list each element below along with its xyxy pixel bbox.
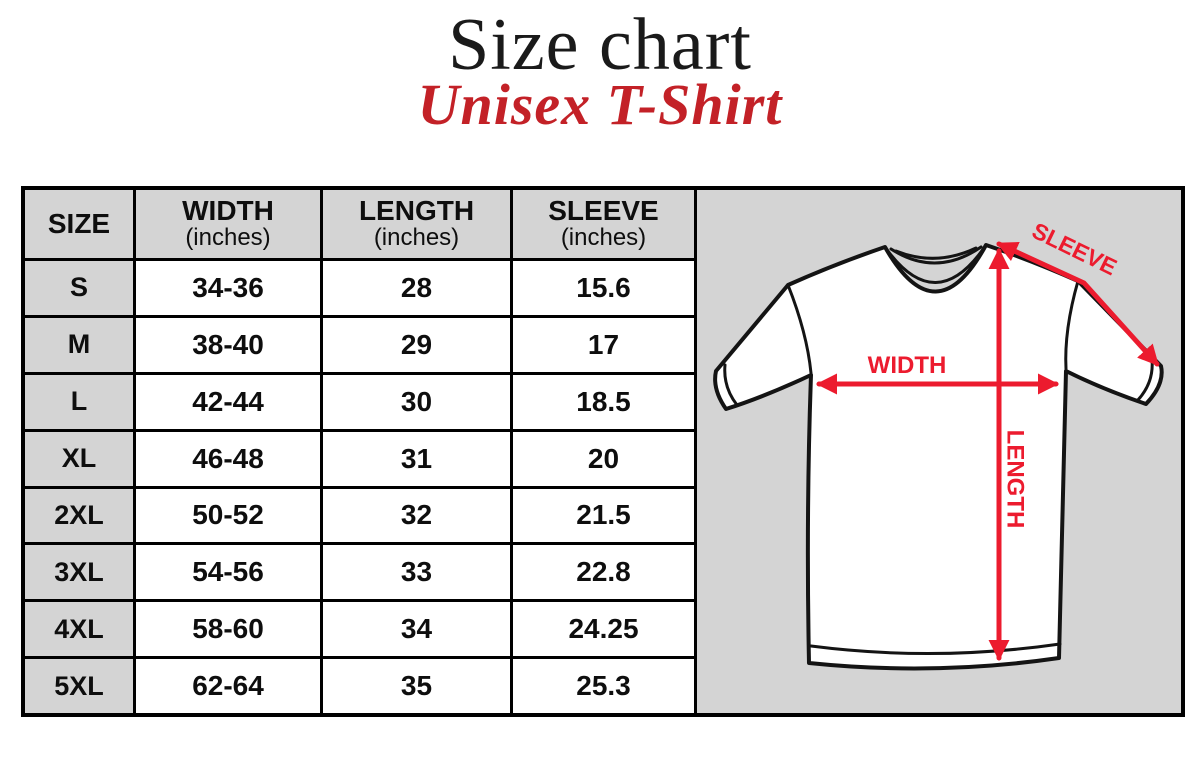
value-l-width: 42-44 (136, 374, 320, 429)
value-3xl-sleeve: 22.8 (513, 545, 694, 600)
value-4xl-length: 34 (323, 602, 510, 657)
page-title: Size chart (448, 4, 752, 86)
value-2xl-length: 32 (323, 488, 510, 543)
column-header-sleeve: SLEEVE (inches) (513, 190, 694, 258)
value-l-sleeve: 18.5 (513, 374, 694, 429)
value-5xl-length: 35 (323, 659, 510, 713)
length-label: LENGTH (1002, 430, 1029, 529)
size-row-label-l: L (25, 374, 133, 429)
value-5xl-sleeve: 25.3 (513, 659, 694, 713)
value-m-length: 29 (323, 317, 510, 372)
value-xl-length: 31 (323, 431, 510, 486)
value-2xl-width: 50-52 (136, 488, 320, 543)
value-l-length: 30 (323, 374, 510, 429)
tshirt-diagram-panel: WIDTH LENGTH SLEEVE (694, 190, 1181, 713)
width-label: WIDTH (868, 352, 947, 379)
value-2xl-sleeve: 21.5 (513, 488, 694, 543)
value-4xl-sleeve: 24.25 (513, 602, 694, 657)
value-xl-width: 46-48 (136, 431, 320, 486)
title-block: Size chart Unisex T-Shirt (0, 0, 1200, 134)
tshirt-measurement-diagram: WIDTH LENGTH SLEEVE (713, 217, 1164, 671)
value-5xl-width: 62-64 (136, 659, 320, 713)
column-header-size: SIZE (25, 190, 133, 258)
value-m-sleeve: 17 (513, 317, 694, 372)
size-row-label-3xl: 3XL (25, 545, 133, 600)
value-3xl-length: 33 (323, 545, 510, 600)
value-4xl-width: 58-60 (136, 602, 320, 657)
value-s-sleeve: 15.6 (513, 261, 694, 315)
size-row-label-4xl: 4XL (25, 602, 133, 657)
size-row-label-s: S (25, 261, 133, 315)
column-header-length: LENGTH (inches) (323, 190, 510, 258)
size-row-label-m: M (25, 317, 133, 372)
size-row-label-5xl: 5XL (25, 659, 133, 713)
value-s-width: 34-36 (136, 261, 320, 315)
size-row-label-2xl: 2XL (25, 488, 133, 543)
value-xl-sleeve: 20 (513, 431, 694, 486)
page-subtitle: Unisex T-Shirt (417, 72, 783, 137)
value-s-length: 28 (323, 261, 510, 315)
tshirt-outline (713, 243, 1164, 671)
value-m-width: 38-40 (136, 317, 320, 372)
size-row-label-xl: XL (25, 431, 133, 486)
size-chart-sheet: SIZE WIDTH (inches) LENGTH (inches) SLEEVE (in… (21, 186, 1185, 717)
size-table: SIZE WIDTH (inches) LENGTH (inches) SLEEVE (in… (25, 190, 694, 713)
sleeve-arrow (996, 241, 1160, 367)
value-3xl-width: 54-56 (136, 545, 320, 600)
column-header-width: WIDTH (inches) (136, 190, 320, 258)
